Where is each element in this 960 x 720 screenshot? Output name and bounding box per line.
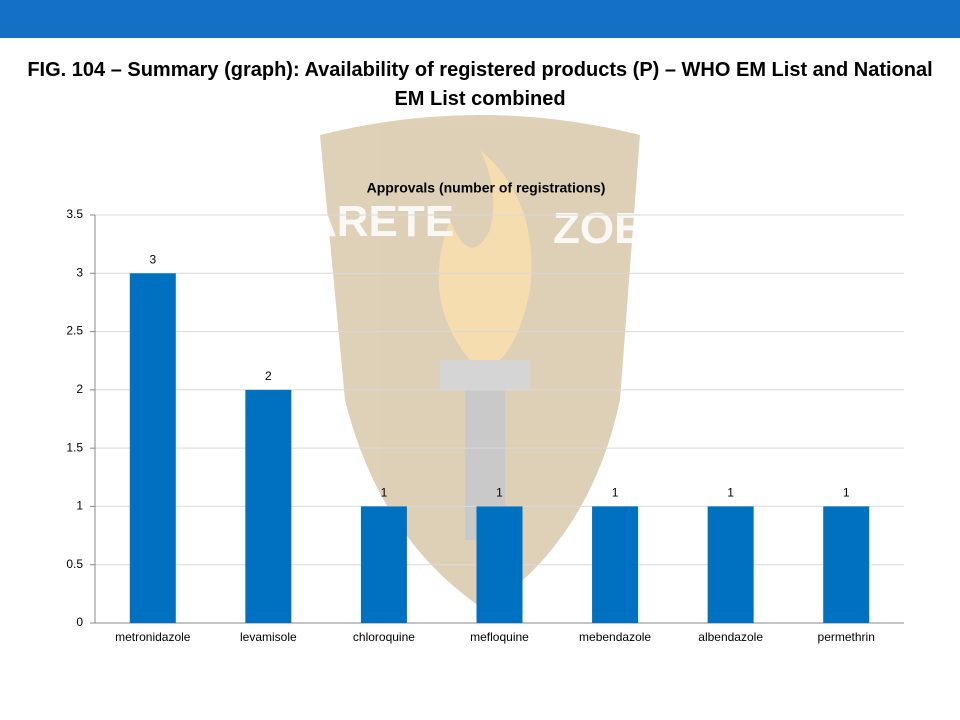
- bar: [823, 506, 870, 623]
- y-tick-label: 1: [76, 499, 83, 513]
- chart-title: Approvals (number of registrations): [367, 180, 606, 196]
- value-label: 2: [265, 369, 272, 383]
- bar: [360, 506, 407, 623]
- bar: [592, 506, 639, 623]
- bar: [129, 273, 176, 623]
- bar: [476, 506, 523, 623]
- y-tick-label: 1.5: [66, 440, 83, 454]
- watermark-text: ZOE: [553, 204, 643, 253]
- x-tick-label: chloroquine: [353, 630, 415, 644]
- y-tick-label: 2: [76, 382, 83, 396]
- y-tick-label: 3: [76, 265, 83, 279]
- x-tick-label: albendazole: [698, 630, 763, 644]
- x-tick-label: mefloquine: [470, 630, 529, 644]
- value-label: 1: [496, 486, 503, 500]
- bar: [245, 389, 292, 623]
- watermark: [320, 115, 640, 610]
- x-tick-label: levamisole: [240, 630, 297, 644]
- flame: [438, 150, 532, 360]
- slide-title: FIG. 104 – Summary (graph): Availability…: [27, 59, 933, 110]
- x-tick-label: permethrin: [818, 630, 875, 644]
- shield: [320, 115, 640, 610]
- value-label: 3: [149, 252, 156, 266]
- bar: [707, 506, 754, 623]
- value-label: 1: [381, 486, 388, 500]
- y-tick-label: 3.5: [66, 207, 83, 221]
- x-tick-label: metronidazole: [115, 630, 191, 644]
- value-label: 1: [843, 486, 850, 500]
- y-tick-label: 0.5: [66, 557, 83, 571]
- value-label: 1: [727, 486, 734, 500]
- torch: [440, 360, 530, 390]
- x-tick-label: mebendazole: [579, 630, 651, 644]
- y-tick-label: 2.5: [66, 324, 83, 338]
- watermark-text: ARETE: [305, 197, 454, 246]
- y-tick-label: 0: [76, 615, 83, 629]
- header-bar: [0, 0, 960, 38]
- value-label: 1: [612, 486, 619, 500]
